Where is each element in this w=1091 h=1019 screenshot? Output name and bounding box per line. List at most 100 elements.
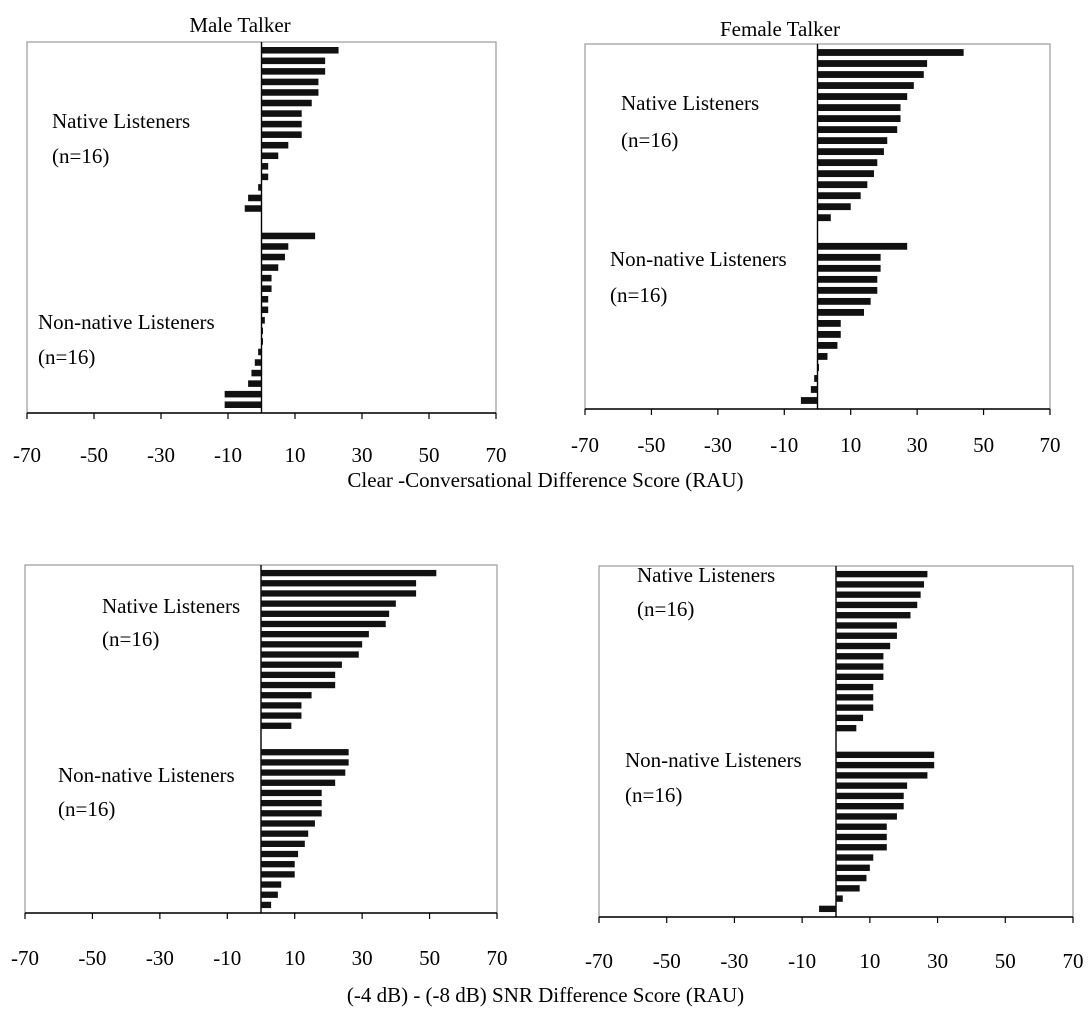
group-n-label: (n=16)	[610, 283, 667, 307]
bar	[817, 297, 871, 305]
bar	[261, 47, 339, 54]
bar	[261, 580, 417, 587]
chart-panel-4: -70 -50 -30 -10 10 30 50 70 Native Listeners (n=1…	[585, 563, 1084, 973]
bar	[254, 359, 262, 366]
group-n-label: (n=16)	[637, 597, 694, 621]
bar	[261, 881, 282, 888]
bar	[817, 115, 901, 122]
bar	[261, 327, 263, 335]
bar	[261, 99, 312, 107]
bar	[817, 331, 841, 338]
bar	[836, 864, 870, 871]
bar	[817, 93, 908, 100]
bar	[836, 694, 874, 701]
bar	[261, 285, 272, 292]
bar	[261, 871, 295, 878]
x-tick-label: -30	[704, 433, 732, 457]
group-label: Native Listeners	[52, 109, 190, 133]
group-label: Native Listeners	[102, 594, 240, 618]
panels: -70 -50 -30 -10 10 30 50 70 Native Listeners (n=1…	[11, 41, 1084, 973]
bar	[836, 823, 887, 830]
bar	[836, 673, 884, 680]
bottom-xlabel: (-4 dB) - (-8 dB) SNR Difference Score (…	[346, 983, 745, 1007]
x-tick-label: 30	[352, 946, 373, 970]
bar	[261, 789, 322, 797]
bar	[261, 799, 322, 807]
x-tick-label: -70	[585, 949, 613, 973]
bar	[261, 68, 326, 75]
bar	[244, 205, 262, 212]
bar	[836, 622, 897, 629]
bar	[836, 782, 908, 789]
bar	[261, 590, 417, 597]
x-tick-label: -30	[147, 443, 175, 467]
bar	[261, 317, 265, 324]
bar	[261, 89, 319, 96]
bar	[261, 641, 363, 648]
bar	[836, 874, 867, 882]
x-tick-label: 30	[927, 949, 948, 973]
bar	[817, 275, 878, 283]
x-tick-label: 10	[284, 946, 305, 970]
bar	[817, 159, 878, 167]
x-tick-label: -10	[788, 949, 816, 973]
group-n-label: (n=16)	[625, 783, 682, 807]
bar	[817, 342, 838, 349]
x-tick-label: 50	[973, 433, 994, 457]
bar	[261, 840, 305, 847]
bar	[836, 885, 860, 892]
bar	[817, 82, 914, 89]
bar	[261, 120, 302, 128]
bar	[261, 306, 269, 314]
group-n-label: (n=16)	[58, 797, 115, 821]
bar	[817, 148, 884, 156]
bar	[261, 830, 309, 837]
bar	[261, 610, 390, 617]
bar	[800, 397, 818, 404]
x-tick-label: 70	[1063, 949, 1084, 973]
bar	[817, 353, 828, 360]
bar	[817, 60, 928, 67]
x-tick-label: -50	[80, 443, 108, 467]
bar	[819, 905, 836, 913]
bar	[836, 642, 891, 650]
chart-panel-1: -70 -50 -30 -10 10 30 50 70 Native Listeners (n=1…	[13, 41, 507, 467]
x-tick-label: 70	[1040, 433, 1061, 457]
top-xlabel: Clear -Conversational Difference Score (…	[347, 468, 744, 492]
bar	[261, 243, 289, 250]
bar	[817, 242, 908, 250]
x-tick-label: 70	[486, 443, 507, 467]
x-tick-label: 50	[419, 443, 440, 467]
x-tick-label: -70	[13, 443, 41, 467]
bar	[261, 57, 326, 65]
bar	[817, 170, 874, 178]
bar	[261, 631, 369, 638]
bar	[836, 772, 928, 779]
x-tick-label: -30	[720, 949, 748, 973]
bar	[261, 712, 302, 719]
bar	[817, 319, 841, 327]
x-tick-label: -30	[146, 946, 174, 970]
bar	[817, 214, 831, 222]
bar	[261, 901, 272, 909]
bar	[836, 813, 897, 820]
bar	[836, 724, 857, 732]
bar	[836, 612, 911, 619]
bar	[836, 761, 935, 769]
bar	[817, 137, 888, 145]
bar	[261, 600, 396, 607]
group-n-label: (n=16)	[38, 345, 95, 369]
bar	[817, 308, 864, 316]
bar	[817, 286, 878, 294]
bar	[261, 295, 269, 303]
bar	[261, 671, 336, 679]
bar	[817, 126, 898, 134]
bar	[261, 152, 279, 160]
x-tick-label: 50	[419, 946, 440, 970]
bar	[836, 653, 884, 660]
bar	[261, 861, 295, 868]
chart-panel-3: -70 -50 -30 -10 10 30 50 70 Native Listeners (n=1…	[11, 564, 508, 970]
bar	[836, 751, 935, 759]
bar	[817, 253, 881, 261]
